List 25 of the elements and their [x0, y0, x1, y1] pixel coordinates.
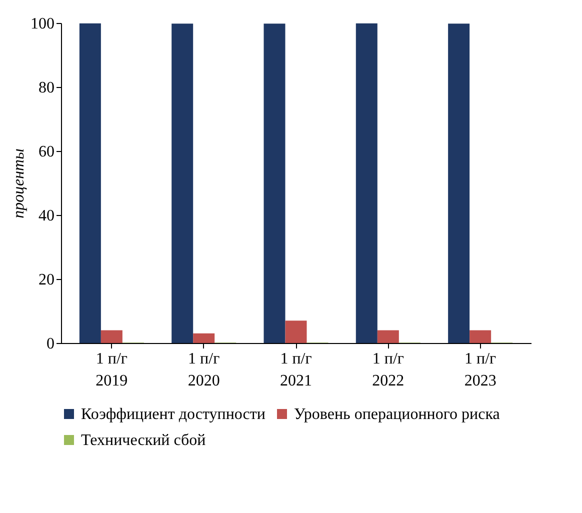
bar — [100, 330, 122, 343]
x-tick-label: 1 п/г 2019 — [96, 350, 128, 390]
legend-label: Уровень операционного риска — [294, 406, 500, 423]
legend-label: Технический сбой — [81, 432, 206, 449]
y-tick-label: 20 — [38, 272, 54, 288]
bar — [79, 23, 101, 343]
y-tick-label: 100 — [30, 16, 54, 32]
bar — [285, 320, 307, 343]
x-tick-label: 1 п/г 2020 — [188, 350, 220, 390]
y-tick-label: 60 — [38, 144, 54, 160]
bar — [193, 333, 215, 343]
y-tick-label: 40 — [38, 208, 54, 224]
bar — [377, 330, 399, 343]
x-tick-label: 1 п/г 2022 — [372, 350, 404, 390]
bar — [264, 24, 286, 343]
bar — [172, 24, 194, 343]
x-tick-label: 1 п/г 2023 — [464, 350, 497, 390]
bar — [356, 23, 378, 343]
y-axis-title: проценты — [10, 148, 28, 218]
bar — [470, 330, 492, 343]
y-tick-label: 80 — [38, 80, 54, 96]
y-tick-label: 0 — [46, 336, 54, 352]
bar — [448, 24, 470, 343]
legend-label: Коэффициент доступности — [81, 406, 266, 423]
x-tick-label: 1 п/г 2021 — [280, 350, 312, 390]
